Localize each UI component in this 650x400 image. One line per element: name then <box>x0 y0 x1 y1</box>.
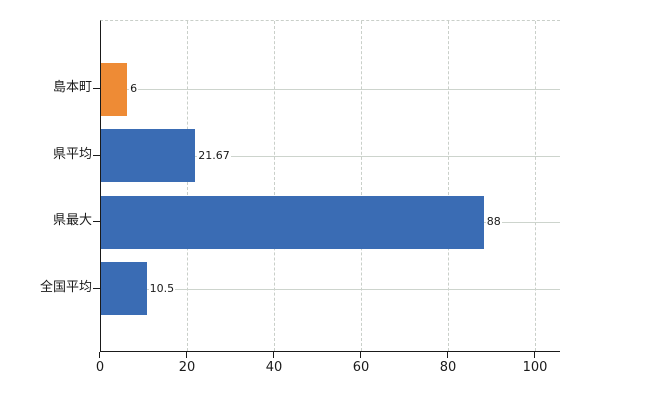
horizontal-gridline <box>101 89 560 90</box>
y-axis-tick <box>93 287 100 289</box>
bar-value-label: 88 <box>485 215 502 229</box>
x-axis-tick-label: 100 <box>522 360 548 375</box>
x-axis-tick-label: 80 <box>439 360 457 375</box>
y-axis-label-全国平均: 全国平均 <box>39 279 92 295</box>
horizontal-gridline <box>101 155 560 157</box>
bar-value-label: 6 <box>129 82 139 96</box>
x-axis-tick-label: 20 <box>178 360 196 375</box>
x-axis-tick <box>99 352 100 358</box>
x-axis-tick-label: 0 <box>95 360 105 375</box>
bar-全国平均 <box>101 262 147 315</box>
vertical-gridline <box>274 21 275 351</box>
x-axis-tick <box>534 352 535 358</box>
vertical-gridline <box>187 21 188 351</box>
vertical-gridline <box>361 21 362 351</box>
y-axis-label-県平均: 県平均 <box>52 146 92 162</box>
x-axis-tick <box>360 352 361 358</box>
plot-area: 6 21.67 88 10.5 <box>100 20 560 352</box>
y-axis-label-県最大: 県最大 <box>52 213 92 228</box>
bar-value-label: 10.5 <box>148 281 176 296</box>
bar-県最大 <box>101 195 484 249</box>
vertical-gridline <box>448 21 449 351</box>
horizontal-gridline <box>101 288 560 290</box>
bar-島本町 <box>101 62 128 116</box>
y-axis-label-島本町: 島本町 <box>52 80 92 95</box>
x-axis-tick <box>447 352 448 358</box>
bar-県平均 <box>101 129 196 182</box>
y-axis-tick <box>93 221 100 222</box>
x-axis-tick <box>273 352 274 358</box>
bar-value-label: 21.67 <box>197 148 231 163</box>
x-axis-tick-label: 40 <box>265 360 283 375</box>
x-axis-tick <box>186 352 187 358</box>
y-axis-tick <box>93 154 100 156</box>
vertical-gridline <box>535 21 536 351</box>
x-axis-tick-label: 60 <box>352 360 370 375</box>
y-axis-tick <box>93 88 100 89</box>
